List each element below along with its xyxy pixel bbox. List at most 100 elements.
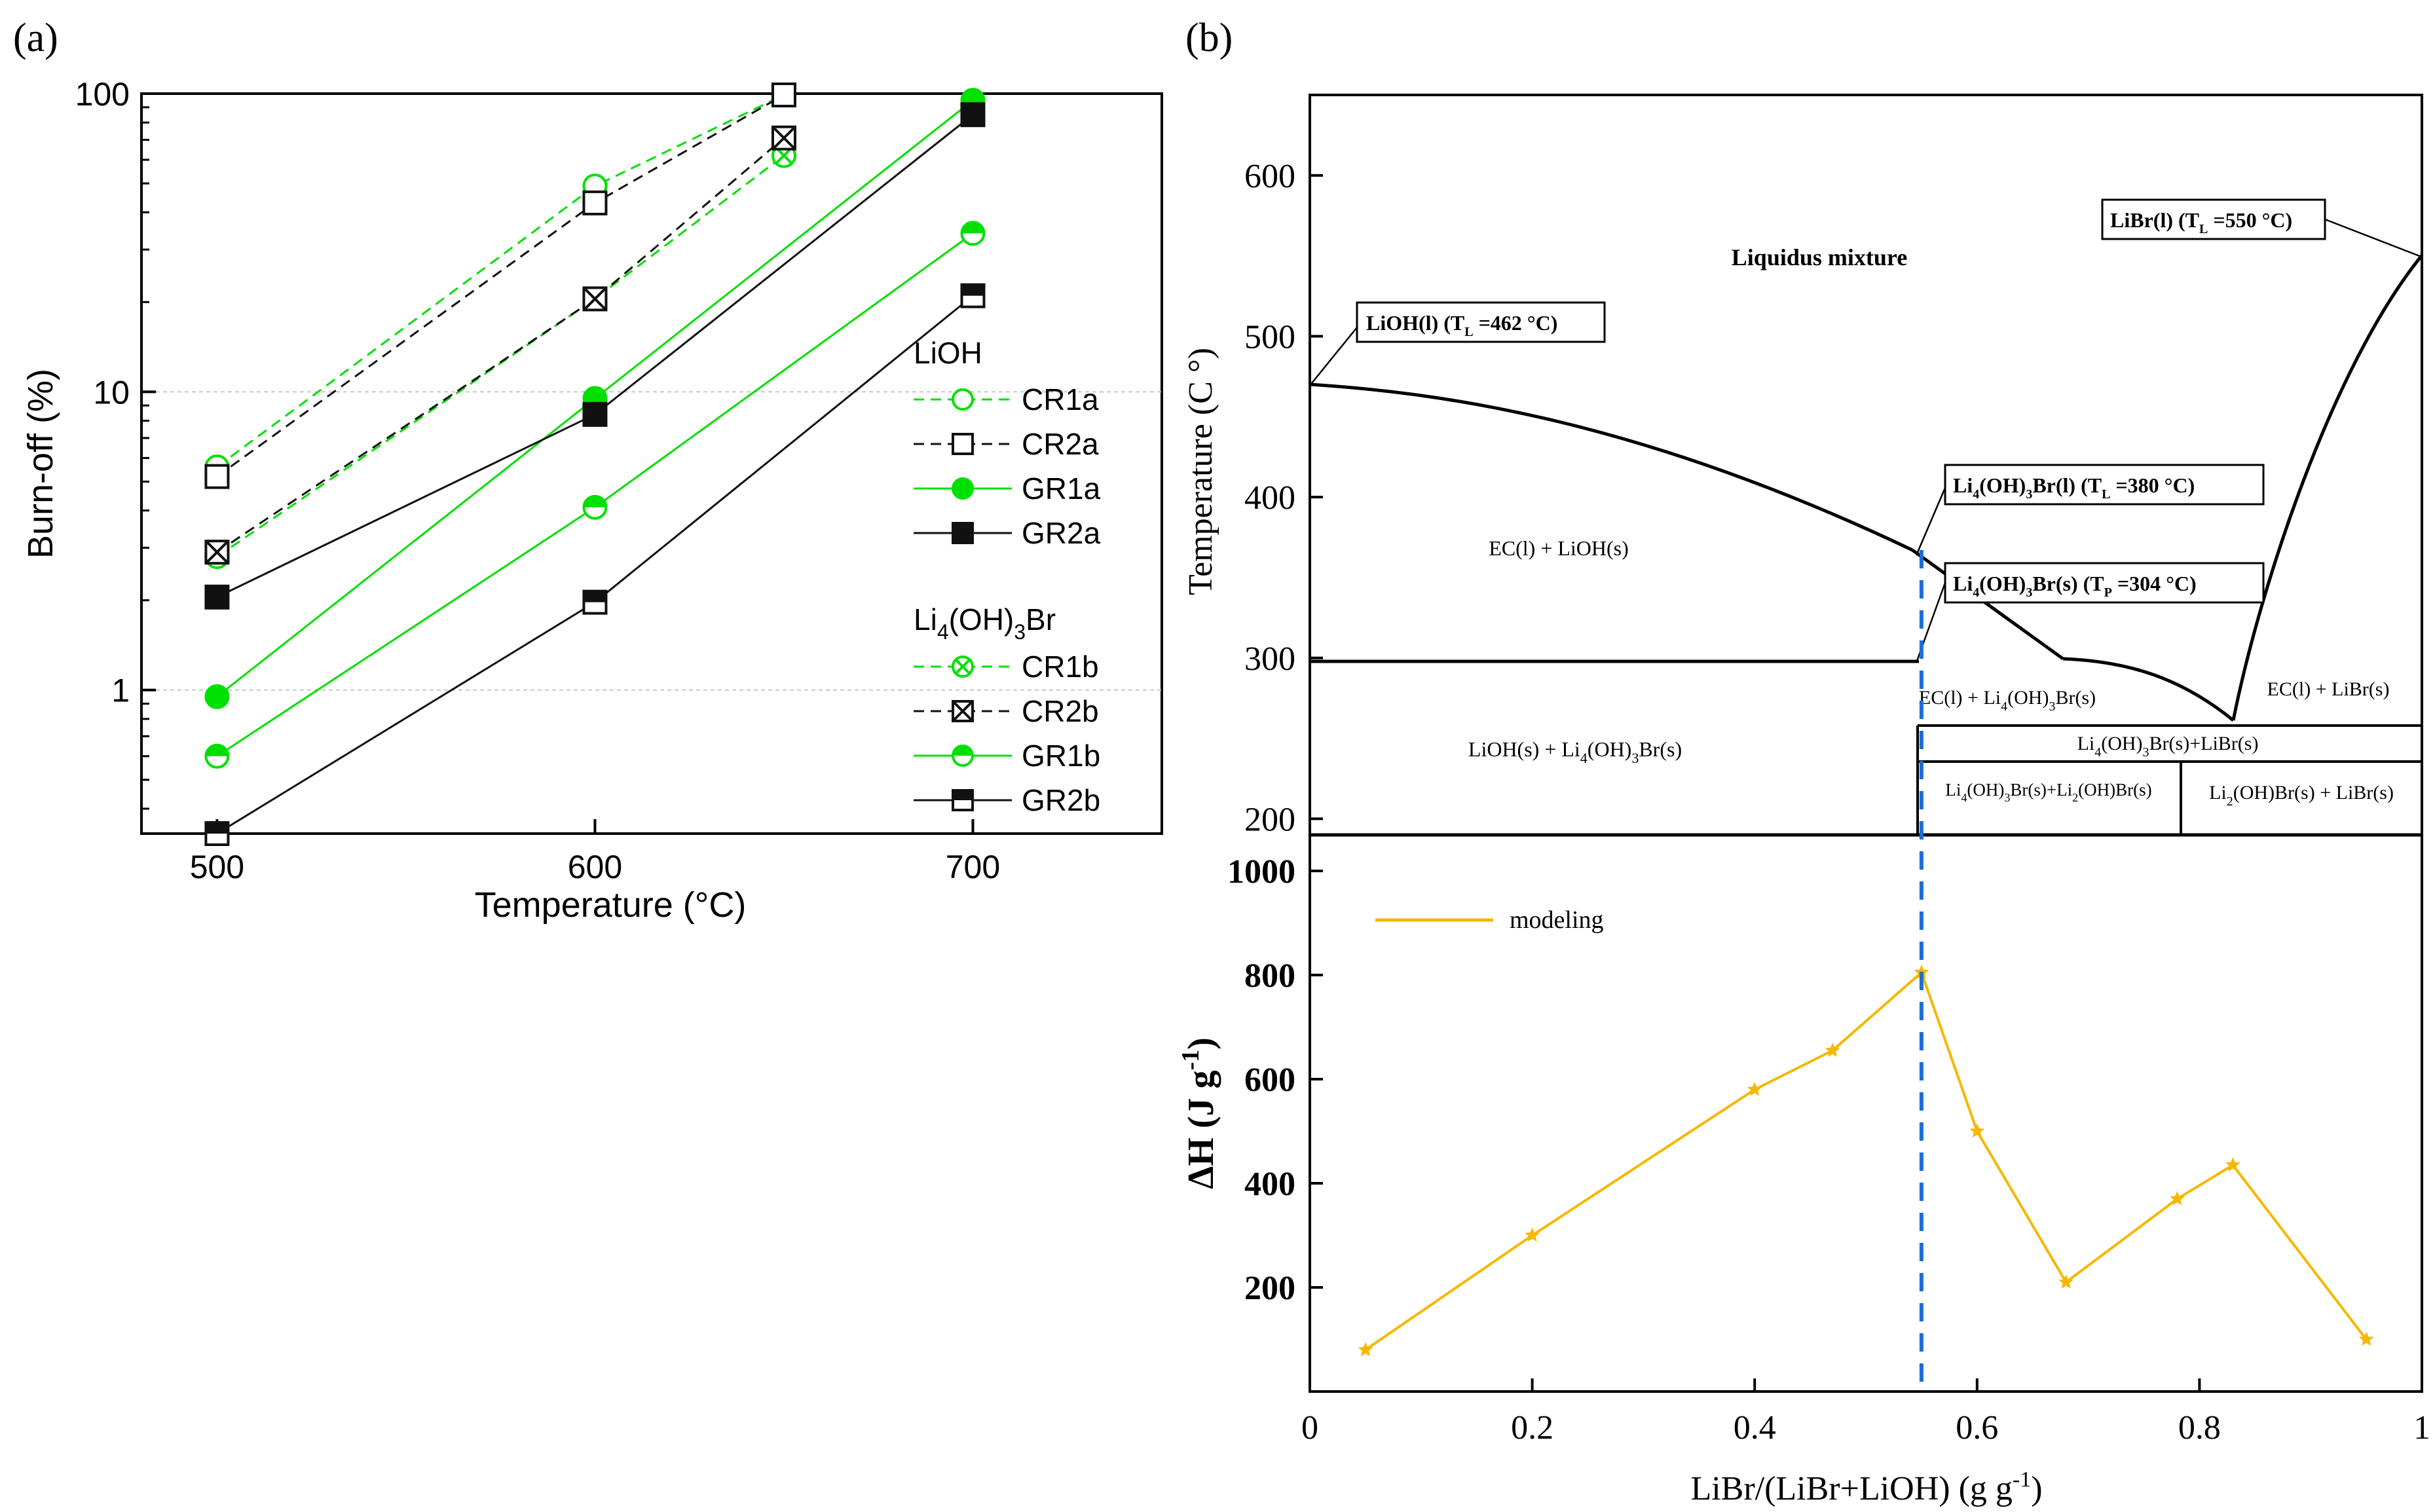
enthalpy-point-0.78 bbox=[2170, 1190, 2185, 1206]
region-li4ohbr-libr: Li4(OH)3Br(s)+LiBr(s) bbox=[2077, 733, 2259, 760]
enthalpy-ticks: 200 400 600 800 1000 0 0.2 0.4 0.6 0.8 1 bbox=[1227, 853, 2430, 1447]
region-ec-libr: EC(l) + LiBr(s) bbox=[2267, 678, 2390, 700]
panel-a-chart: 1 10 100 500 600 700 Temperature (°C) Burn-of… bbox=[21, 76, 1163, 925]
marker-GR2a-700 bbox=[960, 102, 986, 128]
enthalpy-point-0.2 bbox=[1525, 1227, 1540, 1242]
panel-a-y-axis-label: Burn-off (%) bbox=[21, 369, 60, 559]
enthalpy-point-0.6 bbox=[1969, 1123, 1985, 1138]
enthalpy-series bbox=[1358, 965, 2374, 1357]
panel-a-frame bbox=[140, 92, 1163, 835]
legend-label-CR2a: CR2a bbox=[1022, 427, 1099, 461]
phase-ytick-label-500: 500 bbox=[1244, 318, 1295, 356]
marker-GR2b-700 bbox=[960, 283, 986, 308]
phase-ytick-label-300: 300 bbox=[1244, 640, 1295, 678]
panel-a-xtick-label-500: 500 bbox=[190, 849, 244, 885]
enthalpy-ytick-label-200: 200 bbox=[1244, 1270, 1295, 1307]
marker-CR2b-600 bbox=[582, 286, 608, 312]
legend-marker-GR2b bbox=[952, 789, 974, 811]
series-line-CR1b bbox=[216, 155, 785, 558]
marker-GR2a-500 bbox=[204, 584, 230, 610]
legend-label-GR2a: GR2a bbox=[1022, 516, 1101, 550]
callout-libr-text: LiBr(l) (TL =550 °C) bbox=[2110, 208, 2292, 236]
panel-a-legend: LiOH Li4(OH)3Br CR1a CR2a GR1a GR2a CR1b CR2b… bbox=[914, 336, 1101, 817]
legend-label-CR2b: CR2b bbox=[1022, 694, 1099, 728]
marker-GR1b-500 bbox=[204, 743, 230, 769]
legend-marker-GR2a bbox=[952, 522, 974, 544]
panel-a-x-axis-label: Temperature (°C) bbox=[475, 885, 747, 925]
legend-marker-CR1a bbox=[952, 388, 974, 411]
phase-diagram-ticks: 200 300 400 500 600 bbox=[1244, 158, 1323, 838]
region-ec-li4ohbr: EC(l) + Li4(OH)3Br(s) bbox=[1919, 687, 2096, 714]
panel-b-enthalpy-chart: 200 400 600 800 1000 0 0.2 0.4 0.6 0.8 1 ΔH (J g-1… bbox=[1177, 834, 2430, 1507]
panel-a-ticks: 1 10 100 500 600 700 bbox=[75, 76, 1001, 885]
enthalpy-xtick-label-0: 0 bbox=[1301, 1409, 1318, 1447]
callout-lioh-arrow bbox=[1311, 327, 1358, 384]
lioh-liquidus-curve bbox=[1309, 382, 1914, 552]
li4ohbr-liquidus-curve bbox=[1911, 548, 2064, 661]
callout-li4ohbr-liquidus: Li4(OH)3Br(l) (TL =380 °C) bbox=[1915, 464, 2265, 556]
legend-label-GR1b: GR1b bbox=[1022, 739, 1100, 773]
marker-GR2a-600 bbox=[582, 401, 608, 427]
panel-b-phase-diagram: 200 300 400 500 600 Temperature (C °) Liquid… bbox=[1182, 94, 2423, 838]
enthalpy-frame bbox=[1309, 834, 2423, 1393]
enthalpy-y-axis-label: ΔH (J g-1) bbox=[1177, 1037, 1221, 1189]
marker-GR2b-600 bbox=[582, 589, 608, 615]
series-line-CR2b bbox=[216, 137, 785, 553]
legend-label-CR1a: CR1a bbox=[1022, 382, 1099, 416]
legend-label-GR2b: GR2b bbox=[1022, 783, 1100, 817]
enthalpy-xtick-label-1: 1 bbox=[2413, 1409, 2430, 1447]
series-line-CR2a bbox=[216, 94, 785, 477]
callout-li4l-text: Li4(OH)3Br(l) (TL =380 °C) bbox=[1953, 473, 2195, 502]
legend-group-title-lioh: LiOH bbox=[914, 336, 982, 370]
legend-group-title-li4ohbr: Li4(OH)3Br bbox=[914, 602, 1056, 644]
phase-ytick-label-400: 400 bbox=[1244, 479, 1295, 517]
enthalpy-point-0.05 bbox=[1358, 1342, 1373, 1357]
legend-marker-CR2a bbox=[952, 433, 974, 455]
enthalpy-xtick-label-0.6: 0.6 bbox=[1956, 1409, 1998, 1447]
callout-li4s-box bbox=[1944, 562, 2265, 604]
legend-marker-GR1a bbox=[952, 477, 974, 500]
enthalpy-ytick-label-600: 600 bbox=[1244, 1061, 1295, 1099]
callout-libr-box bbox=[2101, 198, 2326, 240]
series-line-CR1a bbox=[216, 94, 785, 468]
panel-a-ytick-label-10: 10 bbox=[93, 374, 130, 411]
enthalpy-xtick-label-0.4: 0.4 bbox=[1734, 1409, 1776, 1447]
region-ec-lioh: EC(l) + LiOH(s) bbox=[1489, 536, 1629, 560]
phase-ytick-label-600: 600 bbox=[1244, 158, 1295, 195]
enthalpy-point-0.83 bbox=[2225, 1157, 2240, 1171]
legend-label-CR1b: CR1b bbox=[1022, 650, 1099, 684]
legend-marker-GR1b bbox=[952, 745, 974, 767]
region-lioh-li4ohbr: LiOH(s) + Li4(OH)3Br(s) bbox=[1468, 737, 1682, 766]
marker-CR2a-650 bbox=[771, 82, 796, 107]
callout-li4l-box bbox=[1944, 464, 2265, 506]
panel-a-ytick-label-1: 1 bbox=[111, 673, 130, 709]
enthalpy-x-axis-label: LiBr/(LiBr+LiOH) (g g-1) bbox=[1690, 1467, 2042, 1507]
marker-CR2b-650 bbox=[771, 125, 796, 151]
callout-libr-arrow bbox=[2324, 218, 2422, 258]
marker-GR1b-700 bbox=[960, 221, 986, 246]
enthalpy-point-0.4 bbox=[1747, 1081, 1762, 1096]
enthalpy-legend-label: modeling bbox=[1510, 906, 1604, 934]
panel-a-gridlines bbox=[141, 391, 1162, 691]
callout-li4ohbr-peritectic: Li4(OH)3Br(s) (TP =304 °C) bbox=[1915, 562, 2265, 663]
panel-a-xtick-label-700: 700 bbox=[946, 849, 1000, 885]
callout-libr-melting: LiBr(l) (TL =550 °C) bbox=[2101, 198, 2422, 258]
enthalpy-xtick-label-0.8: 0.8 bbox=[2178, 1409, 2221, 1447]
panel-a-ytick-label-100: 100 bbox=[75, 76, 130, 113]
region-li4ohbr-li2ohbr: Li4(OH)3Br(s)+Li2(OH)Br(s) bbox=[1945, 780, 2151, 804]
callout-lioh-text: LiOH(l) (TL =462 °C) bbox=[1366, 311, 1557, 339]
enthalpy-ytick-label-800: 800 bbox=[1244, 957, 1295, 995]
legend-label-GR1a: GR1a bbox=[1022, 471, 1101, 506]
enthalpy-ytick-label-400: 400 bbox=[1244, 1166, 1295, 1203]
marker-GR2b-500 bbox=[204, 821, 230, 846]
series-line-GR1b bbox=[216, 232, 974, 758]
marker-CR2a-500 bbox=[204, 464, 230, 489]
marker-CR2a-600 bbox=[582, 190, 608, 215]
callout-lioh-melting: LiOH(l) (TL =462 °C) bbox=[1311, 301, 1606, 384]
liquidus-mixture-label: Liquidus mixture bbox=[1732, 244, 1907, 270]
marker-GR1b-600 bbox=[582, 494, 608, 520]
legend-marker-CR2b bbox=[952, 700, 974, 722]
li4ohbr-eutectic-curve bbox=[2062, 657, 2235, 722]
legend-marker-CR1b bbox=[952, 655, 974, 678]
